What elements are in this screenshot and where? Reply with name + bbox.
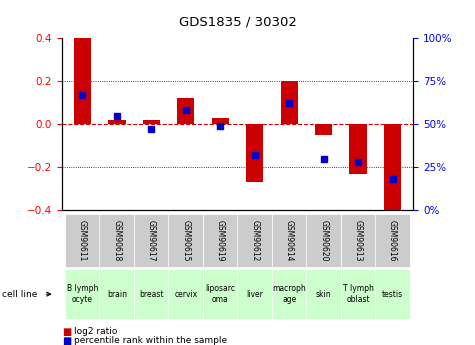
Text: GSM90612: GSM90612: [250, 220, 259, 261]
Text: GSM90618: GSM90618: [113, 220, 122, 261]
Text: T lymph
oblast: T lymph oblast: [342, 284, 373, 304]
Text: GSM90620: GSM90620: [319, 220, 328, 262]
Bar: [74, 38, 91, 124]
Text: GDS1835 / 30302: GDS1835 / 30302: [179, 16, 296, 29]
Text: brain: brain: [107, 289, 127, 299]
Text: cell line: cell line: [2, 289, 38, 299]
Text: GSM90614: GSM90614: [285, 220, 294, 262]
Text: GSM90613: GSM90613: [353, 220, 362, 262]
Text: liposarc
oma: liposarc oma: [205, 284, 235, 304]
Text: GSM90615: GSM90615: [181, 220, 190, 262]
Text: GSM90617: GSM90617: [147, 220, 156, 262]
Bar: [246, 124, 263, 183]
Text: testis: testis: [382, 289, 403, 299]
Bar: [142, 120, 160, 124]
Bar: [177, 98, 194, 124]
Text: breast: breast: [139, 289, 163, 299]
Text: GSM90619: GSM90619: [216, 220, 225, 262]
Text: macroph
age: macroph age: [272, 284, 306, 304]
Text: B lymph
ocyte: B lymph ocyte: [67, 284, 98, 304]
Text: skin: skin: [316, 289, 332, 299]
Text: GSM90611: GSM90611: [78, 220, 87, 261]
Text: cervix: cervix: [174, 289, 198, 299]
Bar: [384, 124, 401, 210]
Text: GSM90616: GSM90616: [388, 220, 397, 262]
Bar: [315, 124, 332, 135]
Text: ■: ■: [62, 336, 71, 345]
Text: log2 ratio: log2 ratio: [74, 327, 117, 336]
Bar: [281, 81, 298, 124]
Bar: [350, 124, 367, 174]
Text: percentile rank within the sample: percentile rank within the sample: [74, 336, 227, 345]
Text: liver: liver: [247, 289, 263, 299]
Text: ■: ■: [62, 327, 71, 337]
Bar: [212, 118, 229, 124]
Bar: [108, 120, 125, 124]
